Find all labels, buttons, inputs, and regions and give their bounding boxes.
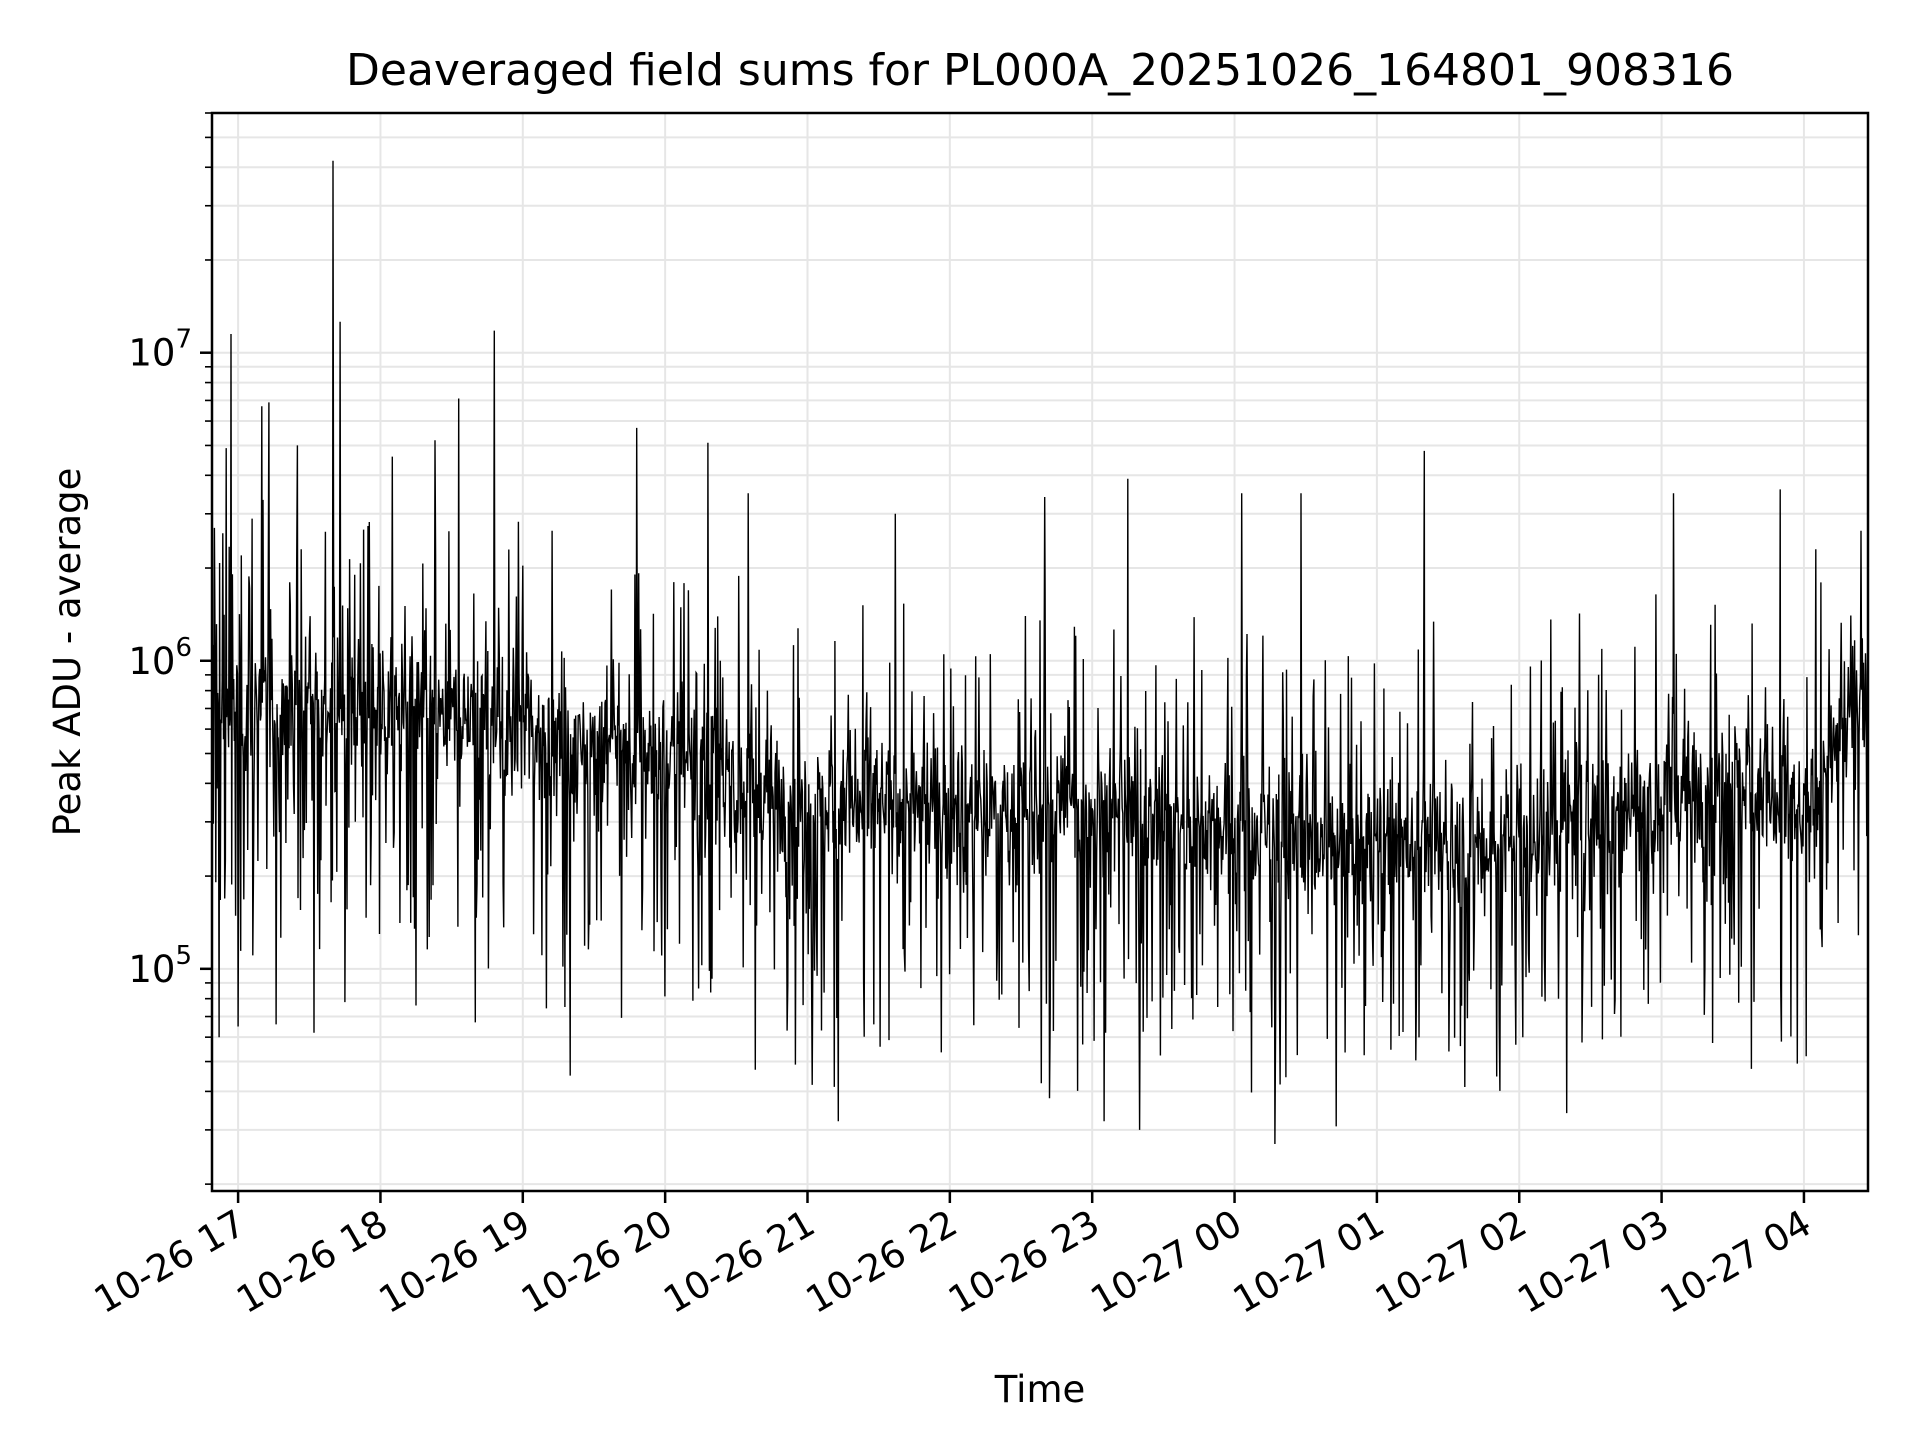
y-tick-label: 107 <box>128 325 192 375</box>
y-tick-label: 105 <box>128 941 192 991</box>
y-axis-label: Peak ADU - average <box>46 468 89 837</box>
series-layer <box>212 160 1868 1145</box>
y-tick-label: 106 <box>128 633 192 683</box>
y-axis: 105 106 107 <box>128 112 212 1185</box>
x-axis-label: Time <box>994 1368 1086 1411</box>
plot-frame <box>210 111 1870 1193</box>
chart-title: Deaveraged field sums for PL000A_2025102… <box>346 45 1734 96</box>
series-line <box>212 160 1868 1145</box>
